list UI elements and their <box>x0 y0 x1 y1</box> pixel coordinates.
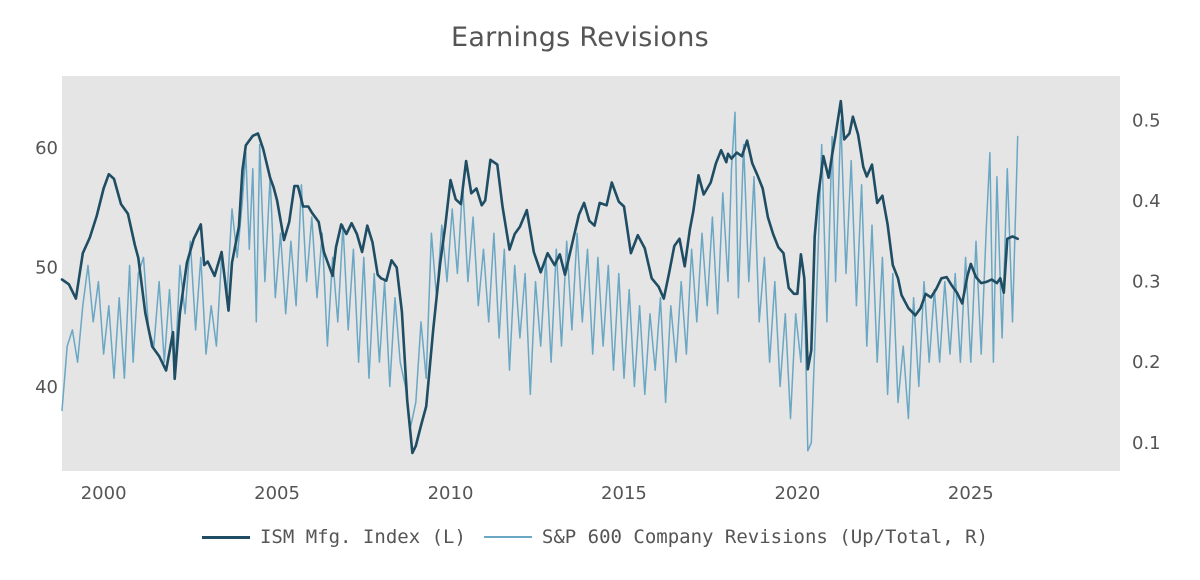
chart-title: Earnings Revisions <box>450 22 710 53</box>
legend-label-sp600: S&P 600 Company Revisions (Up/Total, R) <box>541 526 989 548</box>
x-tick-label: 2020 <box>774 483 820 504</box>
y-left-tick-label: 60 <box>35 138 58 159</box>
y-right-tick-label: 0.3 <box>1132 272 1161 293</box>
y-left-tick-label: 50 <box>35 258 58 279</box>
legend-item-sp600[interactable]: S&P 600 Company Revisions (Up/Total, R) <box>483 526 989 548</box>
x-tick-label: 2010 <box>428 483 474 504</box>
legend-label-ism: ISM Mfg. Index (L) <box>259 526 466 548</box>
x-tick-label: 2015 <box>601 483 647 504</box>
y-right-tick-label: 0.2 <box>1132 352 1161 373</box>
x-tick-label: 2005 <box>254 483 300 504</box>
y-right-tick-label: 0.4 <box>1132 191 1161 212</box>
x-tick-label: 2025 <box>948 483 994 504</box>
legend-swatch-ism <box>201 535 250 539</box>
legend-swatch-sp600 <box>483 536 532 538</box>
y-left-tick-label: 40 <box>35 377 58 398</box>
y-right-tick-label: 0.1 <box>1132 433 1161 454</box>
plot-area <box>62 76 1120 471</box>
x-tick-label: 2000 <box>81 483 127 504</box>
y-right-tick-label: 0.5 <box>1132 110 1161 131</box>
legend-item-ism[interactable]: ISM Mfg. Index (L) <box>201 526 466 548</box>
series-line-ism <box>60 99 1019 455</box>
legend: ISM Mfg. Index (L) S&P 600 Company Revis… <box>0 526 1190 548</box>
